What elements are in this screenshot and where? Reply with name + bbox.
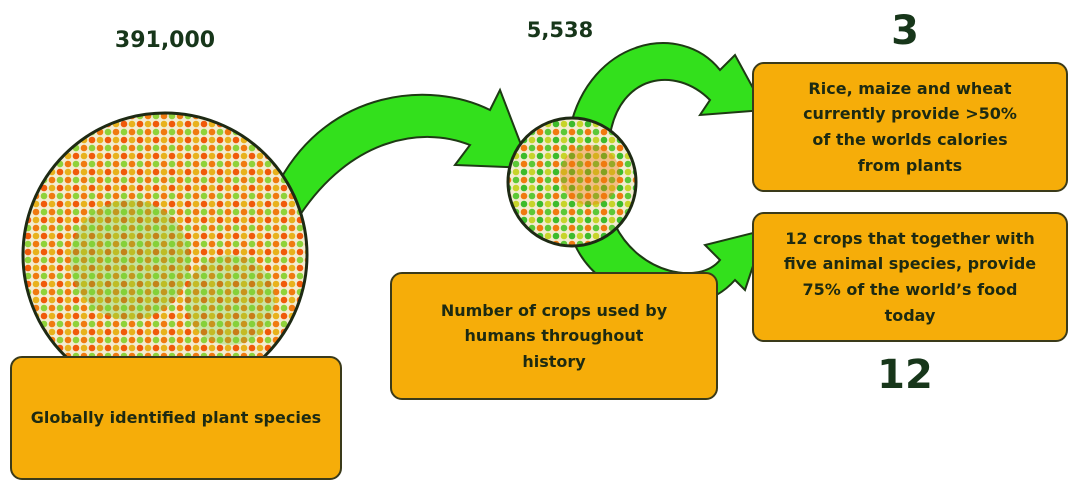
crops-count: 5,538 bbox=[500, 18, 620, 42]
staples-count: 3 bbox=[860, 8, 950, 54]
infographic: 391,000 5,538 3 12 Globally identified p… bbox=[0, 0, 1070, 482]
species-label: Globally identified plant species bbox=[10, 356, 342, 480]
species-count: 391,000 bbox=[80, 28, 250, 53]
staples-label: Rice, maize and wheat currently provide … bbox=[752, 62, 1068, 192]
arrow bbox=[570, 43, 765, 135]
crops-label: Number of crops used by humans throughou… bbox=[390, 272, 718, 400]
food-crops-count: 12 bbox=[855, 352, 955, 398]
food-crops-label: 12 crops that together with five animal … bbox=[752, 212, 1068, 342]
crops-circle bbox=[508, 118, 636, 246]
arrow bbox=[280, 90, 530, 215]
species-circle bbox=[23, 113, 307, 397]
